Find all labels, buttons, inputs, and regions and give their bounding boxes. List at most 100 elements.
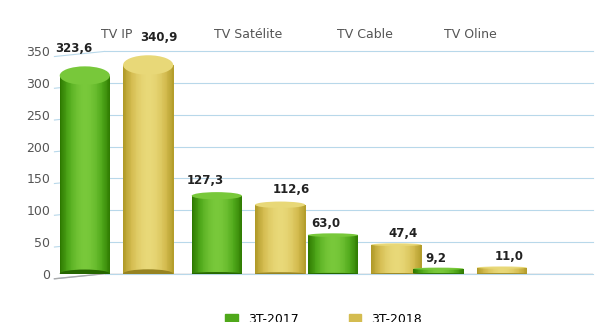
Text: TV Oline: TV Oline: [444, 28, 497, 41]
Bar: [208, 196, 210, 274]
Bar: [238, 196, 240, 274]
Bar: [259, 205, 261, 274]
Bar: [227, 196, 228, 274]
Bar: [126, 65, 127, 274]
Bar: [385, 245, 386, 274]
Bar: [218, 196, 220, 274]
Bar: [165, 65, 166, 274]
Bar: [214, 196, 215, 274]
Bar: [275, 205, 276, 274]
Bar: [454, 269, 455, 274]
Bar: [505, 268, 506, 274]
Bar: [484, 268, 486, 274]
Bar: [149, 65, 150, 274]
Ellipse shape: [477, 273, 527, 274]
Bar: [100, 76, 101, 274]
Bar: [286, 205, 287, 274]
Bar: [428, 269, 429, 274]
Bar: [322, 235, 323, 274]
Bar: [63, 76, 64, 274]
Bar: [232, 196, 233, 274]
Bar: [437, 269, 439, 274]
Bar: [446, 269, 447, 274]
Bar: [265, 205, 266, 274]
Bar: [335, 235, 336, 274]
Bar: [479, 268, 480, 274]
Bar: [282, 205, 283, 274]
Bar: [124, 65, 125, 274]
Bar: [337, 235, 338, 274]
Bar: [330, 235, 331, 274]
Bar: [341, 235, 342, 274]
Bar: [509, 268, 510, 274]
Bar: [501, 268, 502, 274]
Bar: [448, 269, 450, 274]
Bar: [103, 76, 105, 274]
Bar: [217, 196, 218, 274]
Bar: [237, 196, 238, 274]
Bar: [218, 196, 219, 274]
Bar: [391, 245, 393, 274]
Bar: [80, 76, 82, 274]
Bar: [82, 76, 83, 274]
Bar: [194, 196, 195, 274]
Bar: [89, 76, 90, 274]
Bar: [97, 76, 98, 274]
Bar: [157, 65, 159, 274]
Ellipse shape: [477, 267, 527, 269]
Bar: [192, 196, 194, 274]
Bar: [319, 235, 321, 274]
Bar: [206, 196, 207, 274]
Bar: [93, 76, 94, 274]
Bar: [226, 196, 227, 274]
Bar: [440, 269, 442, 274]
Bar: [506, 268, 507, 274]
Bar: [415, 269, 416, 274]
Bar: [439, 269, 440, 274]
Bar: [267, 205, 268, 274]
Bar: [102, 76, 103, 274]
Bar: [323, 235, 324, 274]
Bar: [461, 269, 462, 274]
Bar: [215, 196, 217, 274]
Bar: [170, 65, 171, 274]
Bar: [311, 235, 312, 274]
Bar: [516, 268, 517, 274]
Bar: [304, 205, 305, 274]
Bar: [234, 196, 235, 274]
Bar: [483, 268, 484, 274]
Bar: [523, 268, 525, 274]
Bar: [332, 235, 333, 274]
Bar: [497, 268, 498, 274]
Bar: [310, 235, 311, 274]
Bar: [419, 269, 420, 274]
Bar: [381, 245, 382, 274]
Bar: [411, 245, 413, 274]
Bar: [95, 76, 96, 274]
Bar: [148, 65, 149, 274]
Bar: [280, 205, 281, 274]
Bar: [389, 245, 390, 274]
Bar: [489, 268, 491, 274]
Bar: [82, 76, 83, 274]
Bar: [398, 245, 399, 274]
Bar: [514, 268, 515, 274]
Text: 112,6: 112,6: [273, 184, 310, 196]
Bar: [216, 196, 217, 274]
Bar: [296, 205, 297, 274]
Bar: [477, 268, 479, 274]
Bar: [377, 245, 378, 274]
Bar: [194, 196, 195, 274]
Bar: [463, 269, 464, 274]
Bar: [397, 245, 398, 274]
Bar: [390, 245, 391, 274]
Bar: [126, 65, 128, 274]
Bar: [166, 65, 168, 274]
Bar: [407, 245, 408, 274]
Bar: [326, 235, 327, 274]
Bar: [284, 205, 286, 274]
Bar: [203, 196, 204, 274]
Ellipse shape: [192, 272, 242, 275]
Bar: [157, 65, 158, 274]
Bar: [267, 205, 269, 274]
